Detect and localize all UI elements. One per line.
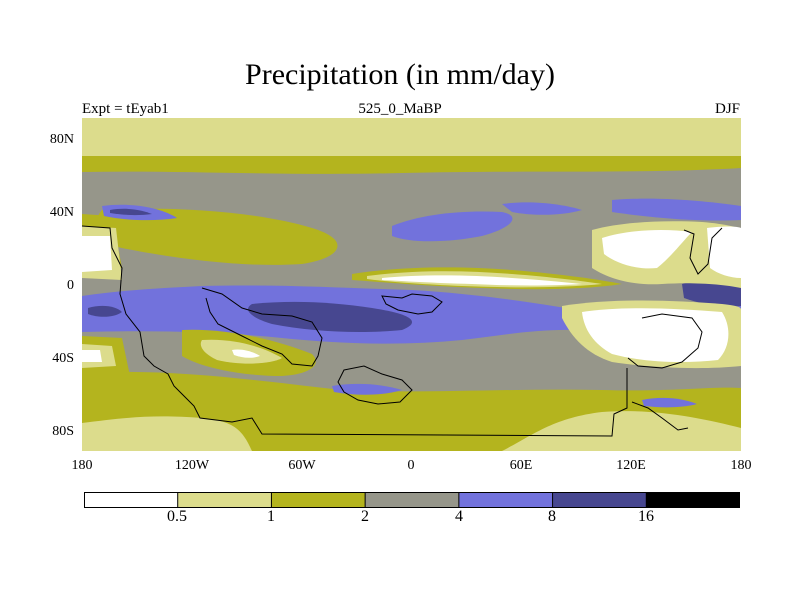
lat-tick-80n: 80N xyxy=(49,132,74,147)
band-north-olive xyxy=(82,156,741,174)
band-arctic-pale xyxy=(82,118,741,156)
period-label: 525_0_MaBP xyxy=(358,101,442,117)
colorbar-cell-3 xyxy=(364,492,460,508)
season-label: DJF xyxy=(714,101,740,117)
lon-tick-120e: 120E xyxy=(616,458,646,473)
coastlines xyxy=(82,225,723,437)
lat-tick-40n: 40N xyxy=(49,205,74,220)
lon-tick-180-west: 180 xyxy=(71,458,93,473)
dry-tongue-white xyxy=(382,275,582,286)
colorbar-cell-5 xyxy=(552,492,648,508)
colorbar-cell-2 xyxy=(270,492,367,508)
tropical-core-dark-east xyxy=(682,280,741,307)
south-storm-blue-2 xyxy=(642,397,697,408)
storm-track-asia xyxy=(502,202,582,215)
band-north-midlat-olive xyxy=(95,208,338,265)
colorbar-cell-1 xyxy=(177,492,273,508)
lon-tick-60w: 60W xyxy=(288,458,316,473)
storm-track-atlantic xyxy=(392,211,513,242)
south-storm-blue xyxy=(332,383,402,395)
map-title: Precipitation (in mm/day) xyxy=(245,58,555,91)
storm-track-pacific-dark xyxy=(110,208,152,216)
band-south-pale-west xyxy=(82,416,252,451)
lat-tick-0: 0 xyxy=(67,278,74,293)
lon-tick-60e: 60E xyxy=(509,458,533,473)
desert-east-white-2 xyxy=(707,226,741,278)
desert-west-white xyxy=(82,236,112,272)
band-south-pale xyxy=(502,411,741,451)
storm-track-east xyxy=(612,198,741,221)
colorbar xyxy=(84,492,740,508)
colorbar-label-0-5: 0.5 xyxy=(167,508,187,525)
colorbar-label-4: 4 xyxy=(455,508,463,525)
south-dry-west-white xyxy=(232,349,260,358)
colorbar-cell-0 xyxy=(84,492,179,508)
tropical-core-dark-west xyxy=(88,305,122,317)
tropical-core-dark xyxy=(248,301,412,332)
lat-tick-80s: 80S xyxy=(52,424,74,439)
desert-east-white xyxy=(602,230,692,269)
colorbar-label-8: 8 xyxy=(548,508,556,525)
lon-tick-120w: 120W xyxy=(174,458,210,473)
south-west-white xyxy=(82,350,102,362)
colorbar-label-2: 2 xyxy=(361,508,369,525)
colorbar-label-1: 1 xyxy=(267,508,275,525)
experiment-label: Expt = tEyab1 xyxy=(82,101,169,117)
lon-tick-180-east: 180 xyxy=(730,458,752,473)
lat-tick-40s: 40S xyxy=(52,351,74,366)
colorbar-label-16: 16 xyxy=(638,508,654,525)
colorbar-cell-6 xyxy=(645,492,740,508)
colorbar-cell-4 xyxy=(458,492,554,508)
lon-tick-0: 0 xyxy=(407,458,415,473)
south-dry-east-white xyxy=(582,308,729,362)
precipitation-map xyxy=(82,118,741,451)
